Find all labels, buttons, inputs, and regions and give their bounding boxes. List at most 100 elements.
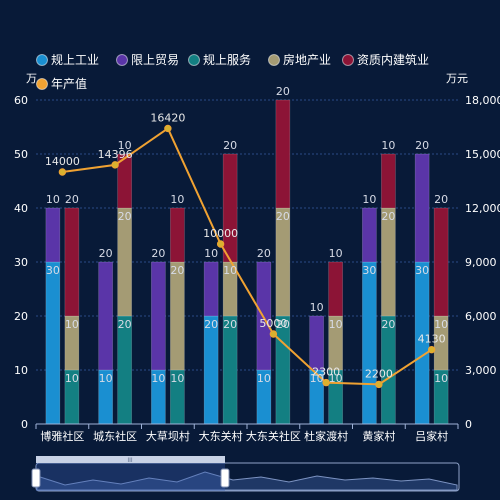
- line-point: [269, 330, 278, 338]
- bar-segment: [362, 261, 377, 425]
- y-left-tick-label: 20: [14, 310, 28, 323]
- legend-label: 资质内建筑业: [357, 52, 429, 67]
- bar-segment: [45, 261, 61, 425]
- y-left-tick-label: 0: [21, 418, 28, 431]
- zoom-handle-left[interactable]: [31, 468, 41, 488]
- legend-marker: [36, 54, 48, 66]
- bar-segment: [309, 315, 324, 371]
- line-value-label: 2300: [312, 366, 340, 379]
- bar-segment: [222, 315, 238, 425]
- bar-segment: [222, 153, 238, 263]
- legend-marker: [188, 54, 200, 66]
- legend-marker: [268, 54, 280, 66]
- bar-value-label: 10: [310, 372, 324, 385]
- y-left-tick-label: 10: [14, 364, 28, 377]
- x-tick-label: 吕家村: [415, 429, 448, 443]
- line-value-label: 2200: [365, 367, 393, 380]
- bar-segment: [117, 207, 132, 317]
- bar-value-label: 20: [99, 247, 113, 260]
- bar-segment: [170, 207, 185, 263]
- bar-value-label: 10: [362, 193, 376, 206]
- bar-value-label: 30: [415, 264, 429, 277]
- bar-value-label: 10: [381, 139, 395, 152]
- bar-segment: [328, 261, 343, 317]
- line-point: [427, 345, 436, 354]
- y-left-tick-label: 40: [14, 202, 28, 215]
- bar-value-label: 20: [257, 247, 271, 260]
- left-axis-unit: 万: [26, 72, 37, 85]
- bar-segment: [117, 315, 132, 425]
- bar-segment: [275, 207, 291, 317]
- zoom-move-bar: [36, 456, 225, 463]
- bar-value-label: 10: [204, 247, 218, 260]
- bar-segment: [381, 207, 396, 317]
- zoom-handle-grip: III: [127, 457, 133, 464]
- bar-segment: [64, 207, 80, 317]
- line-point: [216, 240, 225, 248]
- bar-value-label: 10: [434, 318, 448, 331]
- bar-value-label: 10: [434, 372, 448, 385]
- bar-segment: [433, 207, 449, 317]
- bar-value-label: 10: [170, 372, 184, 385]
- line-point: [164, 124, 172, 133]
- bar-segment: [275, 99, 291, 209]
- bar-value-label: 10: [65, 318, 79, 331]
- x-tick-label: 博雅社区: [40, 429, 84, 443]
- bar-value-label: 10: [151, 372, 165, 385]
- bar-segment: [203, 261, 219, 317]
- bar-value-label: 20: [276, 318, 290, 331]
- y-left-tick-label: 30: [14, 256, 28, 269]
- legend-label: 规上工业: [51, 52, 99, 67]
- bar-value-label: 20: [223, 318, 237, 331]
- line-value-label: 16420: [150, 111, 185, 124]
- bar-value-label: 10: [65, 372, 79, 385]
- legend-marker: [116, 54, 128, 66]
- y-right-tick-label: 3,000: [465, 364, 497, 377]
- bar-value-label: 10: [329, 247, 343, 260]
- bar-segment: [203, 315, 219, 425]
- bar-segment: [117, 153, 132, 209]
- bar-value-label: 10: [310, 301, 324, 314]
- line-point: [111, 161, 119, 169]
- bar-value-label: 30: [362, 264, 376, 277]
- line-point: [322, 378, 330, 387]
- right-axis-unit: 万元: [446, 72, 468, 85]
- x-tick-label: 大东关社区: [246, 429, 301, 443]
- bar-value-label: 10: [329, 372, 343, 385]
- zoom-selected-range: [36, 463, 225, 491]
- bar-value-label: 10: [257, 372, 271, 385]
- x-tick-label: 黄家村: [362, 429, 395, 443]
- x-tick-label: 大东关村: [199, 429, 243, 443]
- zoom-handle-right[interactable]: [220, 468, 230, 488]
- data-zoom-slider[interactable]: III: [31, 456, 460, 492]
- bar-value-label: 10: [99, 372, 113, 385]
- bar-value-label: 20: [204, 318, 218, 331]
- line-value-label: 14396: [98, 148, 133, 161]
- legend-marker: [342, 54, 354, 66]
- line-value-label: 14000: [45, 155, 80, 168]
- bar-value-label: 20: [151, 247, 165, 260]
- bars: [45, 99, 449, 425]
- line-path: [62, 126, 433, 386]
- y-right-tick-label: 12,000: [465, 202, 500, 215]
- bar-value-label: 20: [118, 318, 132, 331]
- bar-value-label: 30: [46, 264, 60, 277]
- bar-segment: [275, 315, 291, 425]
- y-right-tick-label: 0: [465, 418, 472, 431]
- bar-value-label: 10: [223, 264, 237, 277]
- bar-value-label: 10: [46, 193, 60, 206]
- y-right-tick-label: 18,000: [465, 94, 500, 107]
- bar-value-label: 20: [434, 193, 448, 206]
- y-right-tick-label: 15,000: [465, 148, 500, 161]
- bar-segment: [170, 261, 185, 371]
- bar-value-label: 20: [118, 210, 132, 223]
- bar-value-label: 10: [118, 139, 132, 152]
- line-point: [375, 380, 383, 389]
- bar-value-label: 20: [415, 139, 429, 152]
- line-point: [58, 168, 67, 176]
- data-labels: 30 10 10 10 20 10 20 20 20 10 10 20 10 20 10 20 10 20 10 20…: [45, 85, 448, 385]
- bar-segment: [414, 153, 430, 263]
